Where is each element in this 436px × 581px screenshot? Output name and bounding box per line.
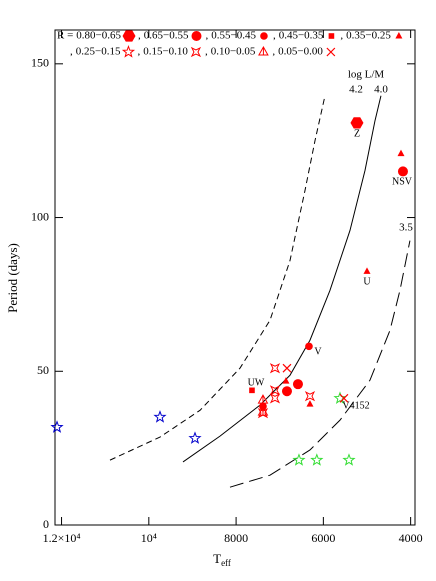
marker-star	[292, 453, 306, 466]
legend-separator: ,	[137, 46, 140, 58]
model-curve	[229, 240, 411, 488]
y-tick-label: 150	[31, 56, 49, 70]
marker-star	[333, 391, 347, 404]
plot-frame	[54, 29, 416, 526]
star-name: NSV	[392, 176, 413, 187]
x-tick-label: 4000	[399, 531, 423, 545]
legend-marker	[258, 45, 269, 56]
y-tick-label: 0	[43, 517, 49, 531]
legend-marker	[121, 45, 136, 58]
legend-label: 0.35−0.25	[346, 30, 391, 42]
marker-star	[310, 453, 324, 466]
marker-concave-square	[269, 393, 281, 404]
star-name: U	[363, 276, 371, 287]
star-name: UW	[248, 377, 265, 388]
curve-label: 3.5	[399, 222, 413, 234]
model-curve	[182, 95, 382, 463]
legend-separator: ,	[273, 30, 276, 42]
legend-label: 0.45−0.35	[279, 30, 324, 42]
legend-separator: ,	[205, 30, 208, 42]
legend-marker	[190, 46, 202, 58]
y-axis-label: Period (days)	[5, 243, 20, 313]
legend-marker	[326, 47, 336, 57]
legend-marker	[122, 30, 136, 42]
x-axis-label: Teff	[213, 551, 231, 568]
x-label-sub: eff	[221, 558, 231, 568]
marker-cross	[339, 393, 349, 403]
legend-marker	[260, 32, 268, 40]
marker-triangle	[363, 267, 371, 274]
y-tick-label: 100	[31, 209, 49, 223]
legend-label: 0.10−0.05	[211, 46, 256, 58]
marker-triangle	[397, 149, 405, 157]
marker-circle	[397, 166, 408, 177]
legend-label: 0.15−0.10	[143, 46, 188, 58]
legend-separator: ,	[70, 46, 73, 58]
legend-label: 0.55−0.45	[211, 30, 256, 42]
legend-separator: ,	[205, 46, 208, 58]
x-tick-label: 6000	[311, 531, 335, 545]
marker-concave-square	[304, 391, 316, 402]
legend-label: 0.80−0.65	[76, 30, 121, 42]
marker-star	[153, 410, 167, 423]
marker-triangle	[282, 377, 290, 384]
marker-hexagon	[350, 117, 364, 129]
legend-label: 0.05−0.00	[278, 46, 323, 58]
legend-separator: ,	[340, 30, 343, 42]
curve-label: 4.2	[349, 84, 363, 96]
legend-separator: ,	[138, 30, 141, 42]
legend-marker	[191, 31, 202, 41]
y-tick-label: 50	[37, 363, 49, 377]
x-label-main: T	[213, 551, 221, 566]
marker-open-triangle	[257, 394, 269, 404]
marker-star	[188, 431, 202, 444]
marker-concave-square	[269, 363, 281, 374]
marker-square	[249, 387, 255, 394]
legend-marker	[395, 32, 403, 39]
curve-label: 4.0	[374, 84, 388, 96]
star-name: Z	[354, 128, 360, 139]
x-tick-label: 1.2×10⁴	[43, 531, 81, 545]
legend-marker	[328, 33, 335, 39]
model-curve	[109, 95, 326, 461]
legend-title: R =	[57, 30, 73, 42]
x-tick-label: 8000	[224, 531, 248, 545]
star-name: V	[314, 346, 322, 357]
marker-star	[50, 420, 64, 433]
marker-star	[342, 453, 356, 466]
legend-label: 0.65−0.55	[144, 30, 189, 42]
legend-label: 0.25−0.15	[76, 46, 121, 58]
marker-circle	[305, 342, 313, 351]
curves-title: log L/M	[348, 69, 385, 81]
legend-separator: ,	[272, 46, 275, 58]
star-name: V4152	[342, 400, 369, 411]
marker-cross	[282, 363, 292, 373]
marker-triangle	[306, 400, 314, 407]
x-tick-label: 10⁴	[141, 531, 157, 545]
marker-open-triangle	[257, 406, 269, 416]
marker-circle	[292, 379, 303, 390]
marker-circle	[281, 386, 292, 397]
